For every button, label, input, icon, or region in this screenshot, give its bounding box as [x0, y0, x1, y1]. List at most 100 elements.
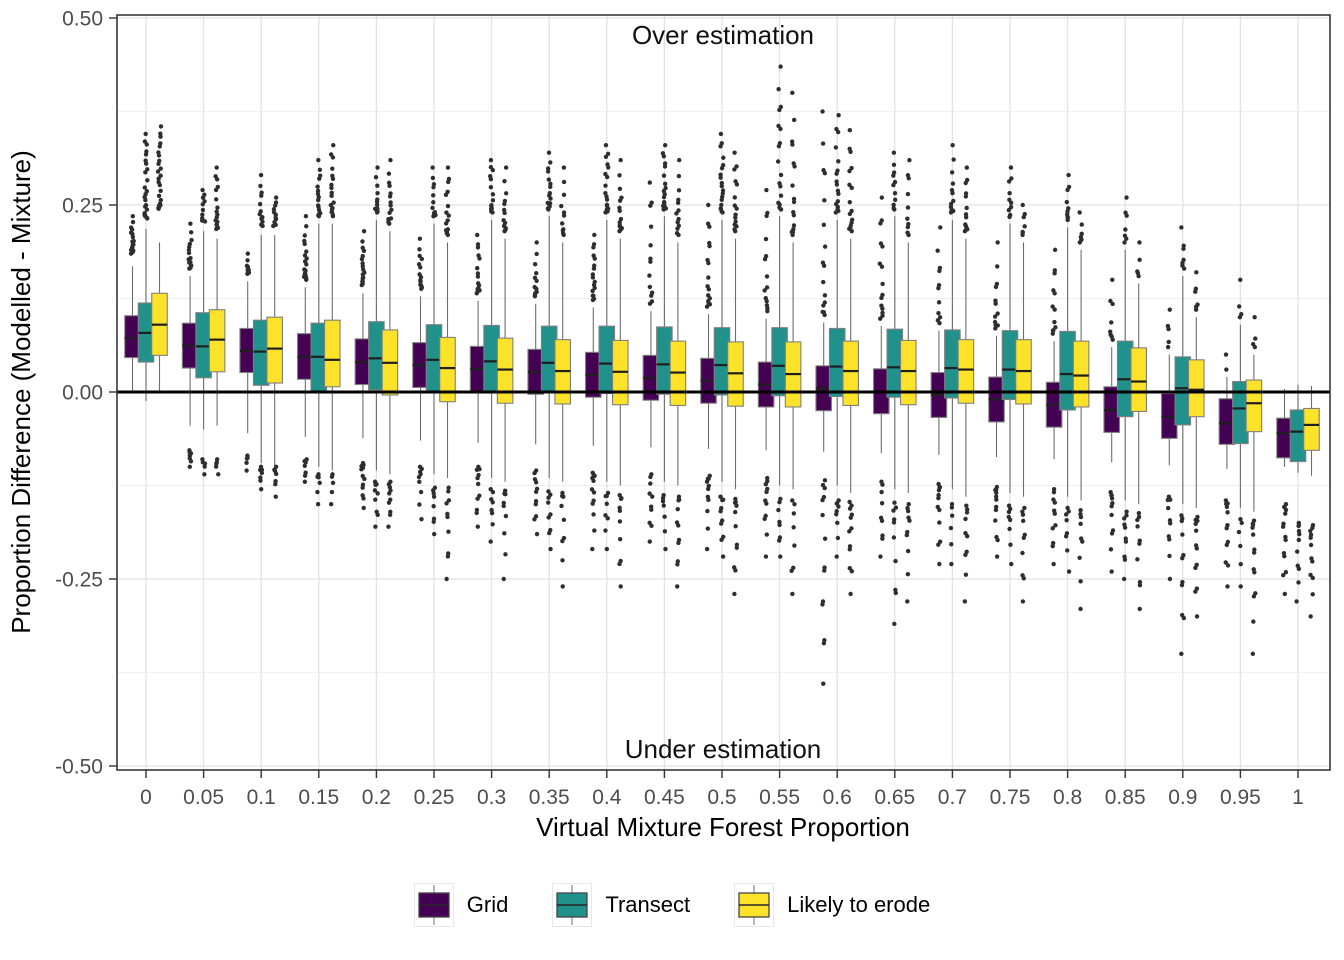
- outlier-point: [734, 545, 739, 550]
- outlier-point: [158, 188, 163, 194]
- outlier-point: [1166, 339, 1171, 345]
- outlier-point: [329, 489, 335, 495]
- outlier-point: [360, 245, 365, 250]
- outlier-point: [533, 489, 539, 494]
- outlier-point: [764, 501, 769, 506]
- outlier-point: [791, 223, 797, 228]
- outlier-point: [650, 494, 655, 499]
- outlier-point: [647, 539, 652, 544]
- outlier-point: [905, 191, 911, 197]
- outlier-point: [907, 157, 912, 163]
- x-tick-label: 0: [140, 786, 152, 809]
- outlier-point: [1167, 307, 1172, 312]
- boxplot-group-grid: [1218, 352, 1236, 589]
- outlier-point: [330, 480, 336, 486]
- outlier-point: [1252, 315, 1257, 320]
- legend-key-likely-to-erode: [734, 883, 775, 927]
- outlier-point: [707, 240, 712, 246]
- outlier-point: [777, 140, 783, 146]
- outlier-point: [763, 236, 769, 242]
- outlier-point: [676, 208, 681, 213]
- outlier-point: [1021, 576, 1026, 581]
- box: [842, 340, 860, 407]
- outlier-point: [1165, 323, 1171, 329]
- outlier-point: [360, 253, 365, 259]
- boxplot-group-transect: [1116, 195, 1134, 582]
- outlier-point: [892, 500, 897, 505]
- outlier-point: [202, 199, 207, 204]
- boxplot-group-likely-to-erode: [784, 90, 802, 597]
- outlier-point: [648, 481, 653, 486]
- outlier-point: [662, 142, 668, 148]
- legend-item-grid: Grid: [413, 883, 508, 927]
- y-tick-label: -0.50: [55, 756, 103, 779]
- outlier-point: [1308, 528, 1313, 534]
- outlier-point: [1006, 179, 1012, 184]
- outlier-point: [1078, 521, 1083, 527]
- outlier-point: [202, 464, 207, 469]
- outlier-point: [315, 502, 321, 507]
- outlier-point: [1282, 591, 1288, 597]
- outlier-point: [778, 172, 784, 178]
- outlier-point: [821, 681, 826, 686]
- outlier-point: [718, 509, 723, 514]
- outlier-point: [820, 260, 826, 265]
- outlier-point: [879, 303, 884, 308]
- outlier-point: [330, 173, 335, 179]
- outlier-point: [213, 174, 218, 179]
- outlier-point: [1063, 534, 1069, 539]
- outlier-point: [905, 548, 911, 554]
- outlier-point: [905, 205, 911, 210]
- outlier-point: [156, 150, 161, 155]
- outlier-point: [663, 185, 668, 191]
- outlier-point: [937, 561, 942, 567]
- outlier-point: [847, 506, 853, 511]
- outlier-point: [532, 517, 537, 522]
- boxplot-group-transect: [540, 150, 558, 552]
- outlier-point: [1109, 320, 1114, 325]
- box: [323, 319, 341, 388]
- outlier-point: [822, 485, 827, 491]
- outlier-point: [445, 514, 450, 520]
- outlier-point: [962, 599, 968, 604]
- outlier-point: [130, 219, 136, 225]
- outlier-point: [618, 496, 624, 502]
- outlier-point: [446, 498, 452, 503]
- outlier-point: [142, 210, 147, 216]
- boxplot-group-likely-to-erode: [1072, 210, 1090, 612]
- outlier-point: [822, 536, 828, 541]
- outlier-point: [775, 159, 781, 164]
- outlier-point: [1108, 298, 1113, 304]
- x-tick-label: 0.05: [183, 786, 224, 809]
- outlier-point: [949, 542, 954, 547]
- boxplot-group-likely-to-erode: [208, 165, 226, 477]
- boxplot-group-likely-to-erode: [727, 150, 744, 597]
- outlier-point: [777, 499, 782, 505]
- outlier-point: [992, 319, 998, 325]
- outlier-point: [705, 257, 710, 263]
- outlier-point: [949, 170, 955, 175]
- outlier-point: [200, 207, 206, 213]
- outlier-point: [260, 215, 265, 220]
- outlier-point: [1137, 257, 1142, 263]
- outlier-point: [836, 208, 841, 214]
- outlier-point: [534, 531, 540, 537]
- outlier-point: [1224, 367, 1229, 372]
- boxplot-group-transect: [1289, 384, 1307, 604]
- outlier-point: [995, 537, 1000, 543]
- outlier-point: [963, 222, 968, 227]
- outlier-point: [1193, 528, 1199, 533]
- boxplot-group-grid: [988, 240, 1005, 559]
- outlier-point: [533, 501, 538, 507]
- outlier-point: [202, 472, 207, 477]
- outlier-point: [1194, 546, 1199, 551]
- outlier-point: [1135, 557, 1140, 562]
- outlier-point: [475, 481, 481, 487]
- outlier-point: [1050, 304, 1055, 309]
- outlier-point: [1122, 233, 1128, 238]
- outlier-point: [849, 208, 854, 214]
- outlier-point: [834, 554, 839, 559]
- outlier-point: [131, 238, 136, 244]
- outlier-point: [1225, 510, 1230, 515]
